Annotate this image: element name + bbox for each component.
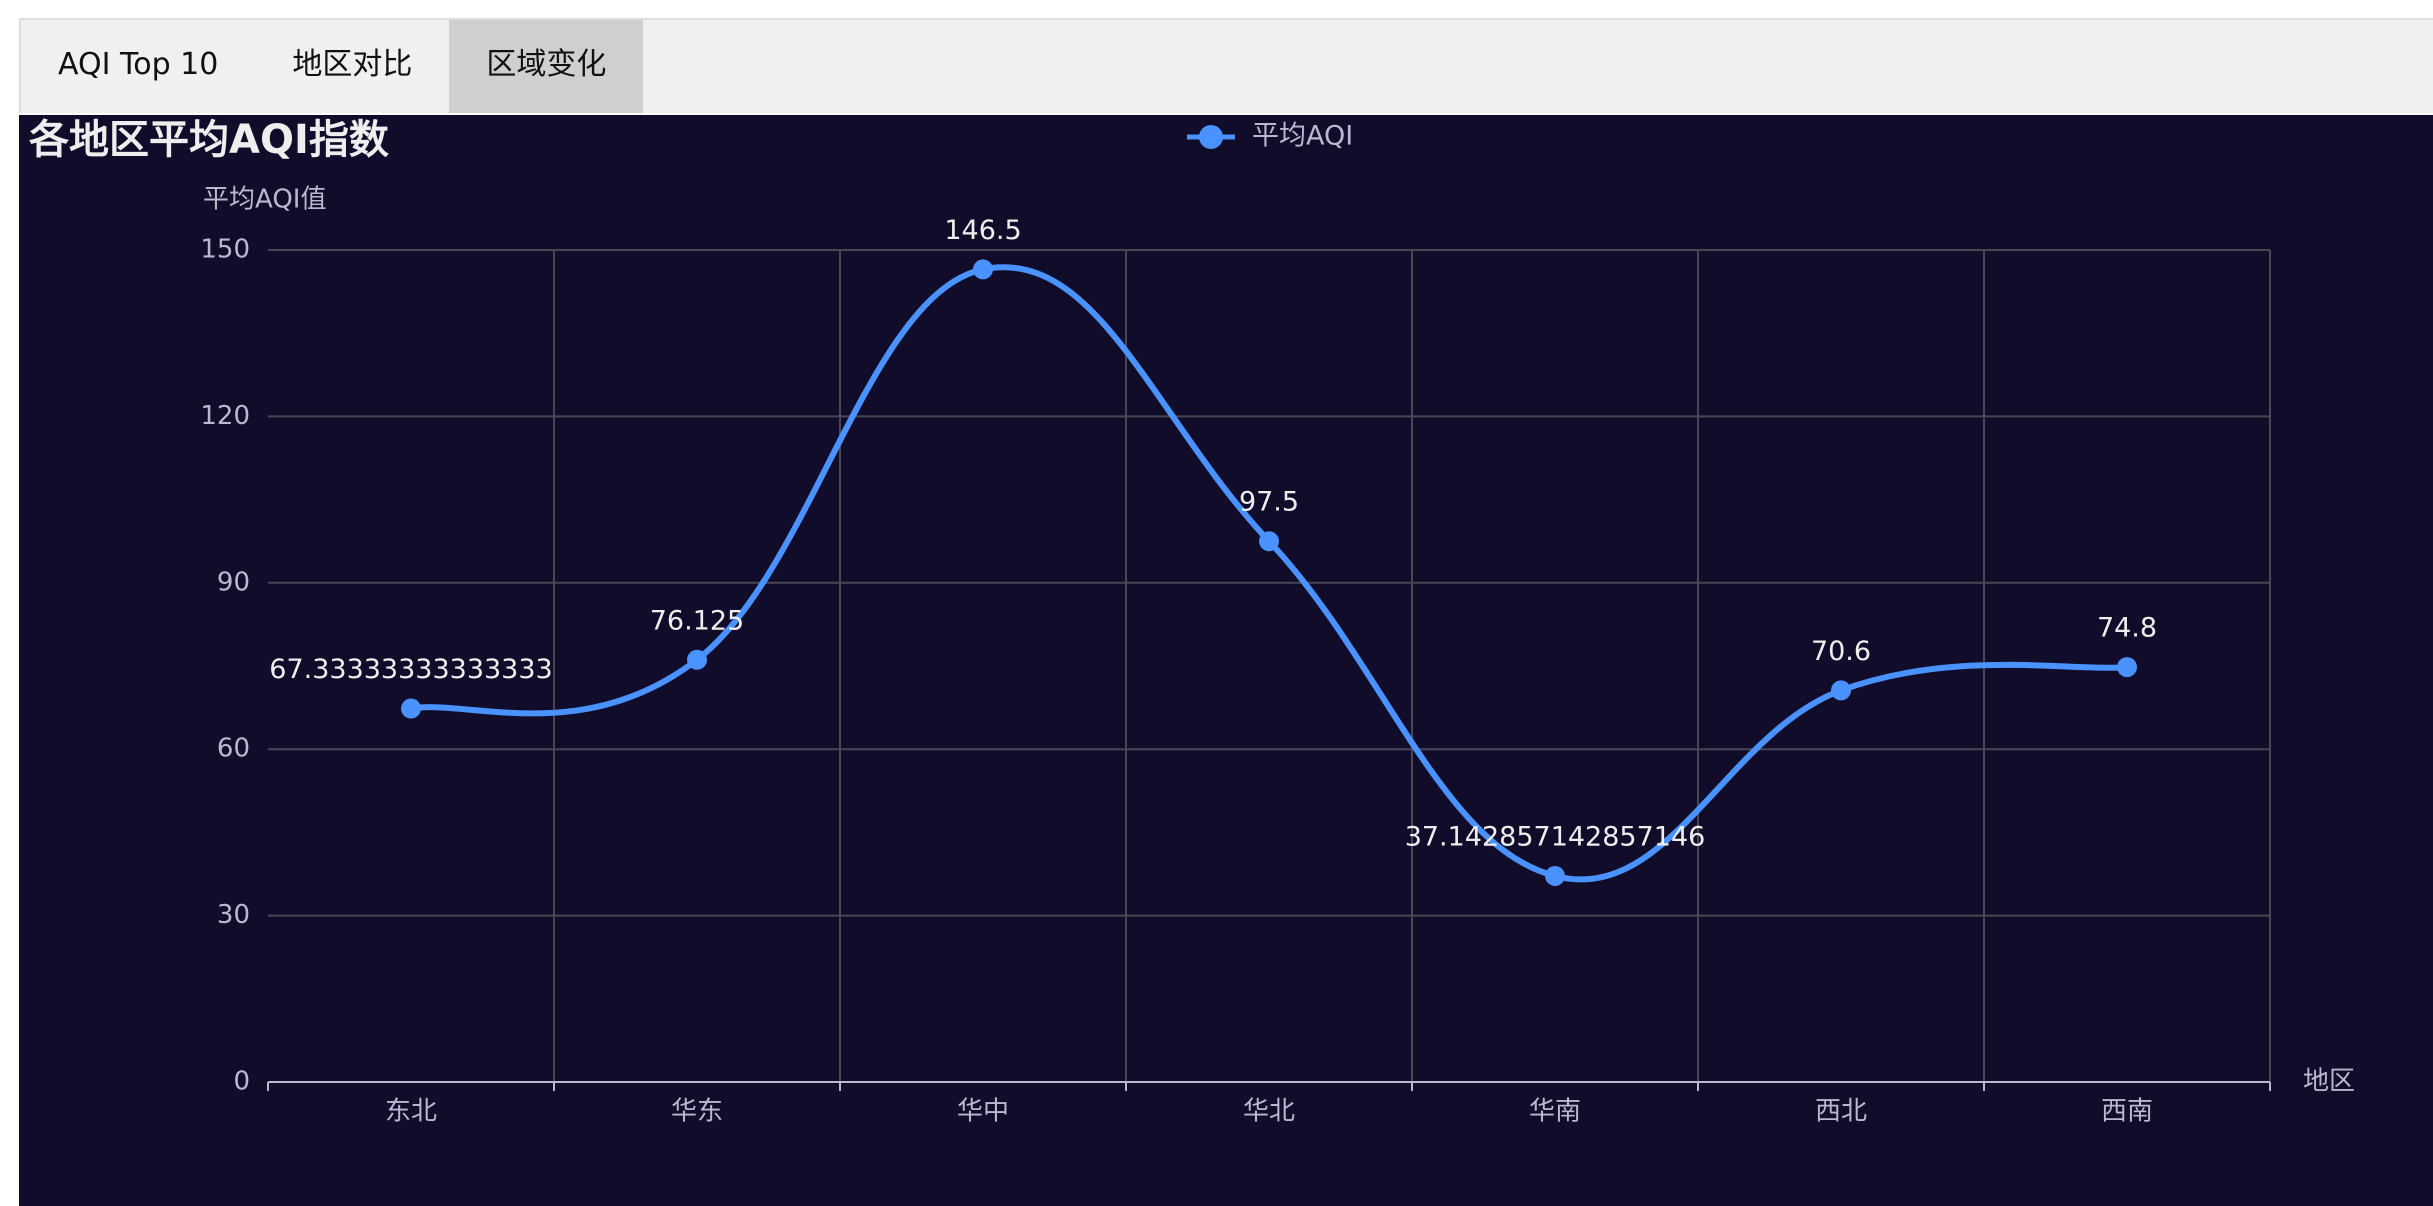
chart-title: 各地区平均AQI指数: [29, 117, 389, 163]
legend-label: 平均AQI: [1252, 121, 1353, 152]
value-label: 97.5: [1239, 487, 1299, 518]
legend-marker: [1199, 125, 1223, 149]
x-tick-label: 西南: [2101, 1097, 2153, 1127]
point: [2117, 657, 2137, 678]
x-axis-label: 地区: [2303, 1067, 2355, 1097]
value-label: 37.142857142857146: [1405, 821, 1706, 852]
x-tick-label: 华中: [957, 1097, 1009, 1127]
point: [973, 259, 993, 280]
tab[interactable]: 地区对比: [292, 47, 413, 82]
tab[interactable]: 区域变化: [449, 20, 644, 113]
chart: 各地区平均AQI指数 平均AQI值 地区 0 30 60 90 120 150 东北 华东 华中…: [19, 115, 2433, 1206]
line: [410, 264, 2128, 883]
x-tick-label: 华南: [1529, 1097, 1581, 1127]
point: [1259, 531, 1279, 552]
y-tick-label: 150: [200, 235, 250, 265]
tab-bar: AQI Top 10 地区对比 区域变化: [19, 18, 2433, 113]
point: [1545, 865, 1565, 886]
point: [1831, 680, 1851, 701]
y-tick-label: 0: [233, 1067, 250, 1097]
y-tick-label: 120: [200, 401, 250, 431]
value-label: 67.33333333333333: [269, 654, 552, 685]
point: [687, 649, 707, 670]
chart-background: [19, 115, 2433, 1206]
value-label: 76.125: [650, 605, 744, 636]
x-tick-label: 华北: [1243, 1097, 1295, 1127]
y-tick-label: 90: [217, 567, 250, 597]
point: [401, 698, 421, 719]
y-tick-label: 60: [217, 734, 250, 764]
x-tick-label: 东北: [385, 1097, 437, 1127]
y-axis-label: 平均AQI值: [203, 185, 326, 215]
x-tick-label: 西北: [1815, 1097, 1867, 1127]
value-label: 70.6: [1811, 636, 1871, 667]
tab[interactable]: AQI Top 10: [58, 47, 219, 82]
value-label: 146.5: [944, 215, 1021, 246]
x-tick-label: 华东: [671, 1097, 723, 1127]
value-label: 74.8: [2097, 613, 2157, 644]
y-tick-label: 30: [217, 900, 250, 930]
